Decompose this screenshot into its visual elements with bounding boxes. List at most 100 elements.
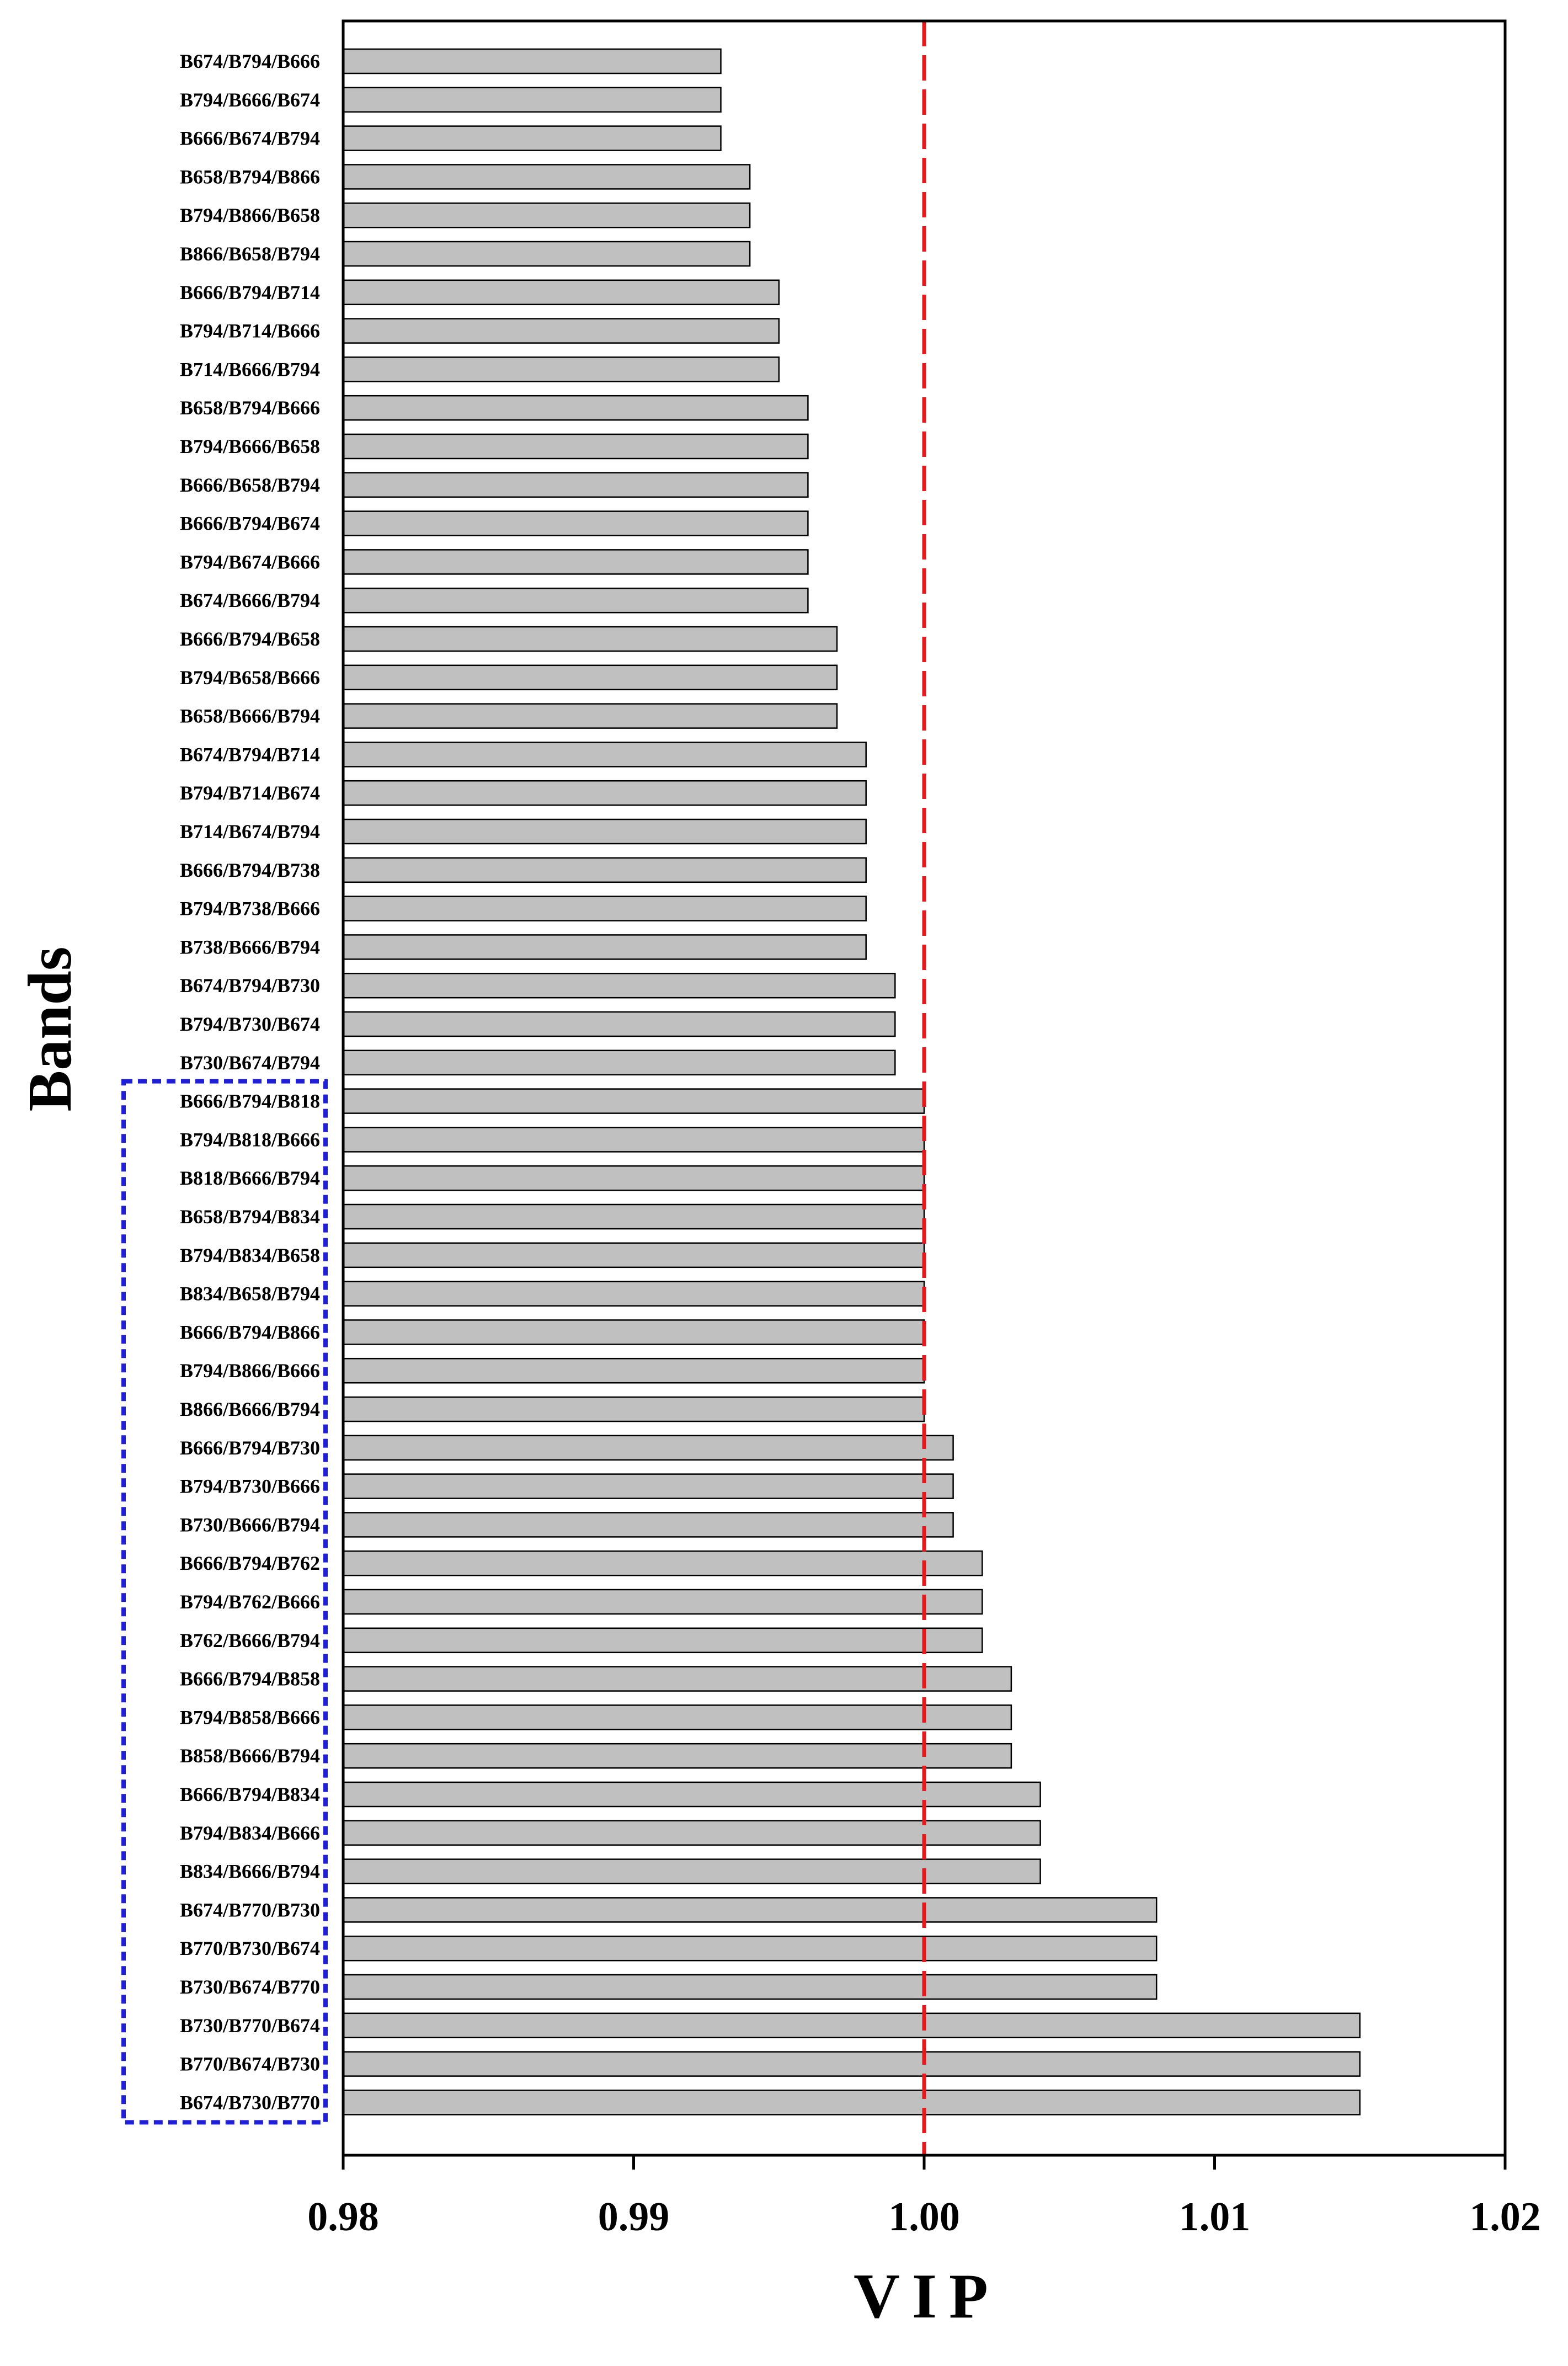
- band-label-18: B674/B794/B714: [180, 743, 320, 765]
- band-label-47: B834/B666/B794: [180, 1861, 320, 1883]
- band-label-13: B794/B674/B666: [180, 551, 320, 573]
- bar-37: [342, 1473, 954, 1499]
- band-label-21: B666/B794/B738: [180, 859, 320, 881]
- bar-47: [342, 1858, 1041, 1884]
- bar-10: [342, 433, 809, 460]
- bar-38: [342, 1512, 954, 1538]
- band-label-2: B666/B674/B794: [180, 127, 320, 150]
- bar-46: [342, 1820, 1041, 1846]
- x-tick-label-2: 1.00: [888, 2194, 960, 2240]
- bar-34: [342, 1357, 925, 1384]
- highlight-layer: [121, 1079, 328, 2125]
- highlight-box: [121, 1079, 328, 2125]
- bar-17: [342, 703, 838, 729]
- bar-19: [342, 780, 867, 806]
- bar-44: [342, 1742, 1012, 1769]
- band-label-40: B794/B762/B666: [180, 1591, 320, 1613]
- band-label-27: B666/B794/B818: [180, 1090, 320, 1112]
- bar-14: [342, 587, 809, 614]
- band-label-12: B666/B794/B674: [180, 513, 320, 535]
- band-label-6: B666/B794/B714: [180, 281, 320, 303]
- band-label-53: B674/B730/B770: [180, 2091, 320, 2113]
- band-label-10: B794/B666/B658: [180, 435, 320, 457]
- bar-39: [342, 1550, 983, 1576]
- band-label-25: B794/B730/B674: [180, 1013, 320, 1035]
- x-axis-title: VIP: [854, 2261, 1000, 2332]
- band-label-3: B658/B794/B866: [180, 166, 320, 188]
- band-label-9: B658/B794/B666: [180, 397, 320, 419]
- band-label-8: B714/B666/B794: [180, 358, 320, 380]
- band-label-36: B666/B794/B730: [180, 1437, 320, 1459]
- bar-42: [342, 1666, 1012, 1692]
- band-label-1: B794/B666/B674: [180, 89, 320, 111]
- bar-28: [342, 1127, 925, 1153]
- x-tick-label-1: 0.99: [598, 2194, 670, 2240]
- band-label-28: B794/B818/B666: [180, 1128, 320, 1150]
- bar-3: [342, 164, 751, 190]
- bar-51: [342, 2012, 1361, 2039]
- band-label-37: B794/B730/B666: [180, 1475, 320, 1498]
- band-label-24: B674/B794/B730: [180, 974, 320, 997]
- bar-16: [342, 664, 838, 691]
- band-label-44: B858/B666/B794: [180, 1745, 320, 1767]
- band-label-7: B794/B714/B666: [180, 320, 320, 342]
- bar-53: [342, 2090, 1361, 2115]
- bars-layer: [342, 48, 1361, 2115]
- bar-36: [342, 1435, 954, 1461]
- bar-24: [342, 972, 896, 999]
- band-label-50: B730/B674/B770: [180, 1976, 320, 1998]
- x-tick-label-0: 0.98: [307, 2194, 379, 2240]
- band-labels-layer: B674/B794/B666 B794/B666/B674 B666/B674/B7…: [180, 50, 320, 2113]
- bar-32: [342, 1281, 925, 1307]
- bar-15: [342, 626, 838, 652]
- bar-43: [342, 1704, 1012, 1730]
- bar-48: [342, 1897, 1158, 1923]
- band-label-33: B666/B794/B866: [180, 1321, 320, 1343]
- band-label-39: B666/B794/B762: [180, 1552, 320, 1574]
- x-tick-label-3: 1.01: [1179, 2194, 1251, 2240]
- bar-18: [342, 742, 867, 768]
- x-tick-label-4: 1.02: [1469, 2194, 1541, 2240]
- band-label-49: B770/B730/B674: [180, 1937, 320, 1959]
- bar-7: [342, 318, 780, 344]
- band-label-22: B794/B738/B666: [180, 898, 320, 920]
- band-label-15: B666/B794/B658: [180, 628, 320, 650]
- band-label-45: B666/B794/B834: [180, 1783, 320, 1805]
- band-label-52: B770/B674/B730: [180, 2053, 320, 2075]
- band-label-35: B866/B666/B794: [180, 1398, 320, 1420]
- band-label-30: B658/B794/B834: [180, 1206, 320, 1228]
- bar-22: [342, 896, 867, 921]
- bar-12: [342, 510, 809, 536]
- band-label-43: B794/B858/B666: [180, 1706, 320, 1728]
- bar-23: [342, 934, 867, 960]
- band-label-20: B714/B674/B794: [180, 820, 320, 843]
- bar-35: [342, 1396, 925, 1422]
- bar-33: [342, 1319, 925, 1345]
- bar-13: [342, 549, 809, 575]
- band-label-17: B658/B666/B794: [180, 705, 320, 727]
- band-label-4: B794/B866/B658: [180, 204, 320, 226]
- band-label-16: B794/B658/B666: [180, 667, 320, 689]
- band-label-26: B730/B674/B794: [180, 1052, 320, 1074]
- band-label-14: B674/B666/B794: [180, 589, 320, 611]
- bar-5: [342, 241, 751, 267]
- band-label-32: B834/B658/B794: [180, 1283, 320, 1305]
- band-label-0: B674/B794/B666: [180, 50, 320, 72]
- bar-0: [342, 48, 722, 74]
- band-label-46: B794/B834/B666: [180, 1822, 320, 1844]
- bar-2: [342, 125, 722, 151]
- band-label-51: B730/B770/B674: [180, 2015, 320, 2037]
- bar-52: [342, 2051, 1361, 2077]
- band-label-5: B866/B658/B794: [180, 243, 320, 265]
- bar-27: [342, 1088, 925, 1114]
- bar-4: [342, 202, 751, 228]
- band-label-42: B666/B794/B858: [180, 1668, 320, 1690]
- y-axis-title: Bands: [16, 947, 84, 1112]
- bar-50: [342, 1974, 1158, 2000]
- band-label-41: B762/B666/B794: [180, 1629, 320, 1651]
- band-label-31: B794/B834/B658: [180, 1244, 320, 1266]
- band-label-38: B730/B666/B794: [180, 1514, 320, 1536]
- band-label-34: B794/B866/B666: [180, 1360, 320, 1382]
